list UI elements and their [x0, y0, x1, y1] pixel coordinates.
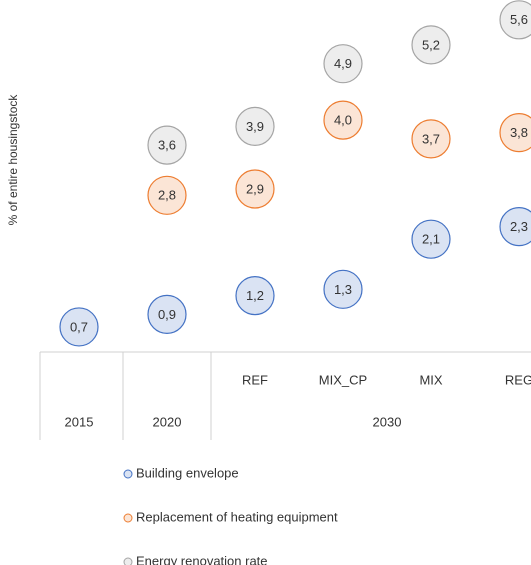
data-label: 0,9: [158, 307, 176, 322]
bubble: [411, 25, 451, 65]
data-label: 0,7: [70, 319, 88, 334]
bubble: [411, 119, 451, 159]
legend-marker: [123, 557, 133, 565]
data-label: 2,3: [510, 219, 528, 234]
bubble: [323, 269, 363, 309]
bubble: [235, 106, 275, 146]
x-tick-label: MIX: [419, 372, 442, 387]
data-label: 2,8: [158, 188, 176, 203]
data-label: 3,6: [158, 138, 176, 153]
bubble: [147, 125, 187, 165]
data-label: 4,9: [334, 56, 352, 71]
data-label: 3,7: [422, 131, 440, 146]
data-label: 1,2: [246, 288, 264, 303]
legend-marker: [123, 469, 133, 479]
y-axis-label: % of entire housingstock: [6, 94, 20, 226]
bubble: [499, 113, 531, 153]
bubble: [323, 100, 363, 140]
x-tick-label: REF: [242, 372, 268, 387]
data-label: 1,3: [334, 282, 352, 297]
legend-label: Replacement of heating equipment: [136, 509, 338, 524]
bubble: [59, 307, 99, 347]
group-label: 2030: [373, 414, 402, 429]
bubble: [235, 275, 275, 316]
data-label: 4,0: [334, 113, 352, 128]
legend-label: Building envelope: [136, 465, 239, 480]
data-label: 2,1: [422, 232, 440, 247]
data-label: 5,2: [422, 37, 440, 52]
data-label: 3,8: [510, 125, 528, 140]
data-label: 5,6: [510, 12, 528, 27]
group-label: 2015: [65, 414, 94, 429]
bubble: [411, 219, 451, 259]
bubble: [235, 169, 275, 209]
data-label: 3,9: [246, 119, 264, 134]
x-tick-label: REG: [505, 372, 531, 387]
legend-label: Energy renovation rate: [136, 553, 268, 565]
bubble: [499, 207, 531, 247]
bubble: [499, 0, 531, 40]
bubble: [147, 175, 187, 215]
x-tick-label: MIX_CP: [319, 372, 367, 387]
group-label: 2020: [153, 414, 182, 429]
data-label: 2,9: [246, 181, 264, 196]
bubble: [323, 44, 363, 84]
bubble: [147, 294, 187, 334]
legend-marker: [123, 513, 133, 523]
